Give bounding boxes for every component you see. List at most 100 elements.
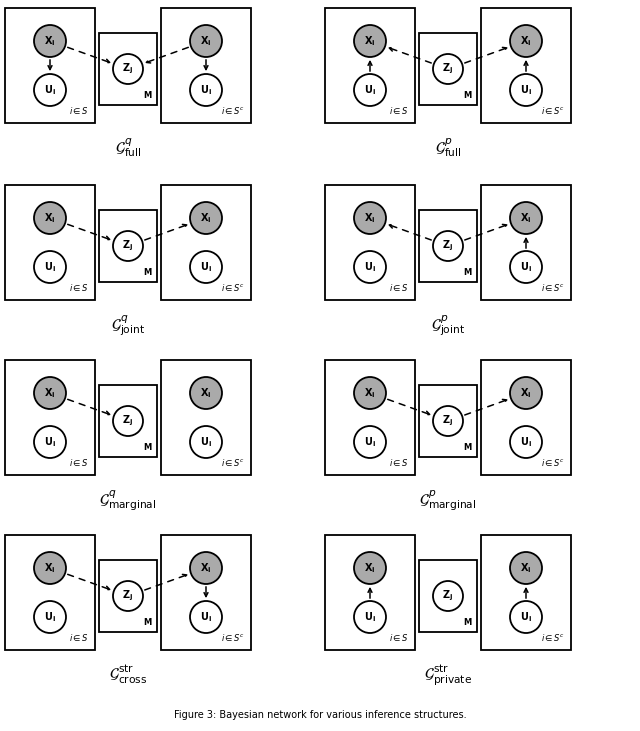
Text: $i\in S^c$: $i\in S^c$ xyxy=(541,457,565,468)
Text: $\mathbf{Z_j}$: $\mathbf{Z_j}$ xyxy=(442,414,454,428)
Circle shape xyxy=(190,202,222,234)
Text: $i\in S^c$: $i\in S^c$ xyxy=(541,282,565,293)
Circle shape xyxy=(113,231,143,261)
Circle shape xyxy=(433,581,463,611)
Circle shape xyxy=(354,426,386,458)
Text: $i\in S$: $i\in S$ xyxy=(69,632,89,643)
Bar xyxy=(325,360,415,475)
FancyArrowPatch shape xyxy=(368,588,372,598)
Text: $i\in S^c$: $i\in S^c$ xyxy=(221,457,245,468)
Bar xyxy=(481,535,571,650)
Text: $\mathbf{X_i}$: $\mathbf{X_i}$ xyxy=(200,386,212,400)
Circle shape xyxy=(354,552,386,584)
Circle shape xyxy=(113,406,143,436)
Text: $\mathbf{M}$: $\mathbf{M}$ xyxy=(463,441,473,452)
Circle shape xyxy=(34,251,66,283)
Text: $\mathbf{Z_j}$: $\mathbf{Z_j}$ xyxy=(122,588,134,603)
Circle shape xyxy=(510,601,542,633)
Circle shape xyxy=(34,601,66,633)
Text: $\mathbf{U_i}$: $\mathbf{U_i}$ xyxy=(364,83,376,97)
Text: $\mathbf{M}$: $\mathbf{M}$ xyxy=(143,89,153,100)
Circle shape xyxy=(190,74,222,106)
Text: $i\in S$: $i\in S$ xyxy=(389,282,409,293)
Bar xyxy=(99,33,157,105)
Text: $\mathbf{Z_j}$: $\mathbf{Z_j}$ xyxy=(122,414,134,428)
Circle shape xyxy=(354,377,386,409)
Circle shape xyxy=(510,552,542,584)
Text: $\mathbf{M}$: $\mathbf{M}$ xyxy=(463,89,473,100)
Circle shape xyxy=(190,552,222,584)
Text: $\mathbf{X_i}$: $\mathbf{X_i}$ xyxy=(520,34,532,48)
FancyArrowPatch shape xyxy=(465,224,507,240)
FancyArrowPatch shape xyxy=(204,60,208,69)
Bar xyxy=(5,360,95,475)
Text: $i\in S$: $i\in S$ xyxy=(389,105,409,116)
Bar xyxy=(5,535,95,650)
Text: $\mathbf{X_i}$: $\mathbf{X_i}$ xyxy=(200,561,212,575)
Circle shape xyxy=(433,54,463,84)
Circle shape xyxy=(354,251,386,283)
Text: $\mathbf{X_i}$: $\mathbf{X_i}$ xyxy=(520,386,532,400)
Text: $\mathbf{Z_j}$: $\mathbf{Z_j}$ xyxy=(442,239,454,253)
Circle shape xyxy=(510,426,542,458)
Text: $\mathbf{U_i}$: $\mathbf{U_i}$ xyxy=(44,83,56,97)
FancyArrowPatch shape xyxy=(524,61,528,71)
Text: $\mathbf{M}$: $\mathbf{M}$ xyxy=(143,616,153,627)
Text: $i\in S^c$: $i\in S^c$ xyxy=(221,282,245,293)
Text: $\mathbf{X_i}$: $\mathbf{X_i}$ xyxy=(44,561,56,575)
Text: $\mathbf{X_i}$: $\mathbf{X_i}$ xyxy=(44,211,56,225)
Text: $\mathbf{X_i}$: $\mathbf{X_i}$ xyxy=(364,561,376,575)
FancyArrowPatch shape xyxy=(524,238,528,249)
Text: $\mathbf{U_i}$: $\mathbf{U_i}$ xyxy=(200,610,212,624)
FancyArrowPatch shape xyxy=(145,224,187,240)
Bar xyxy=(325,535,415,650)
Bar xyxy=(481,8,571,123)
FancyArrowPatch shape xyxy=(368,61,372,71)
Text: $\mathbf{U_i}$: $\mathbf{U_i}$ xyxy=(520,83,532,97)
Text: $\mathbf{U_i}$: $\mathbf{U_i}$ xyxy=(520,610,532,624)
Text: $i\in S$: $i\in S$ xyxy=(69,282,89,293)
Circle shape xyxy=(34,426,66,458)
Text: $\mathcal{G}^q_{\mathrm{full}}$: $\mathcal{G}^q_{\mathrm{full}}$ xyxy=(115,136,141,159)
Text: $\mathbf{M}$: $\mathbf{M}$ xyxy=(463,266,473,277)
Circle shape xyxy=(354,25,386,57)
Bar xyxy=(419,560,477,632)
Text: $\mathbf{X_i}$: $\mathbf{X_i}$ xyxy=(364,34,376,48)
FancyArrowPatch shape xyxy=(204,587,208,596)
Circle shape xyxy=(190,377,222,409)
Text: $i\in S$: $i\in S$ xyxy=(69,457,89,468)
Circle shape xyxy=(190,426,222,458)
Text: $\mathbf{U_i}$: $\mathbf{U_i}$ xyxy=(200,435,212,449)
FancyArrowPatch shape xyxy=(68,575,109,590)
FancyArrowPatch shape xyxy=(465,399,507,415)
Text: $\mathcal{G}^p_{\mathrm{full}}$: $\mathcal{G}^p_{\mathrm{full}}$ xyxy=(435,136,461,159)
Text: $\mathbf{X_i}$: $\mathbf{X_i}$ xyxy=(200,211,212,225)
Text: $\mathbf{U_i}$: $\mathbf{U_i}$ xyxy=(200,260,212,274)
Bar xyxy=(161,535,251,650)
FancyArrowPatch shape xyxy=(48,60,52,69)
Text: $\mathcal{G}^p_{\mathrm{joint}}$: $\mathcal{G}^p_{\mathrm{joint}}$ xyxy=(431,313,465,338)
FancyArrowPatch shape xyxy=(524,588,528,598)
Text: $i\in S^c$: $i\in S^c$ xyxy=(221,632,245,643)
Text: $\mathbf{X_i}$: $\mathbf{X_i}$ xyxy=(44,386,56,400)
Text: $\mathcal{G}^p_{\mathrm{marginal}}$: $\mathcal{G}^p_{\mathrm{marginal}}$ xyxy=(419,488,477,512)
Text: $\mathcal{G}^q_{\mathrm{marginal}}$: $\mathcal{G}^q_{\mathrm{marginal}}$ xyxy=(99,488,157,512)
Text: $\mathbf{U_i}$: $\mathbf{U_i}$ xyxy=(44,610,56,624)
Text: Figure 3: Bayesian network for various inference structures.: Figure 3: Bayesian network for various i… xyxy=(173,710,467,720)
Bar xyxy=(99,560,157,632)
Text: $\mathbf{Z_j}$: $\mathbf{Z_j}$ xyxy=(122,62,134,76)
FancyArrowPatch shape xyxy=(68,399,109,415)
Circle shape xyxy=(354,601,386,633)
Text: $i\in S^c$: $i\in S^c$ xyxy=(221,105,245,116)
Text: $\mathbf{U_i}$: $\mathbf{U_i}$ xyxy=(44,435,56,449)
FancyArrowPatch shape xyxy=(388,399,429,415)
Bar xyxy=(161,360,251,475)
Circle shape xyxy=(34,377,66,409)
Text: $\mathbf{U_i}$: $\mathbf{U_i}$ xyxy=(364,435,376,449)
Text: $\mathbf{X_i}$: $\mathbf{X_i}$ xyxy=(200,34,212,48)
Circle shape xyxy=(433,231,463,261)
Circle shape xyxy=(34,25,66,57)
Bar xyxy=(5,185,95,300)
Text: $i\in S^c$: $i\in S^c$ xyxy=(541,105,565,116)
Circle shape xyxy=(510,74,542,106)
